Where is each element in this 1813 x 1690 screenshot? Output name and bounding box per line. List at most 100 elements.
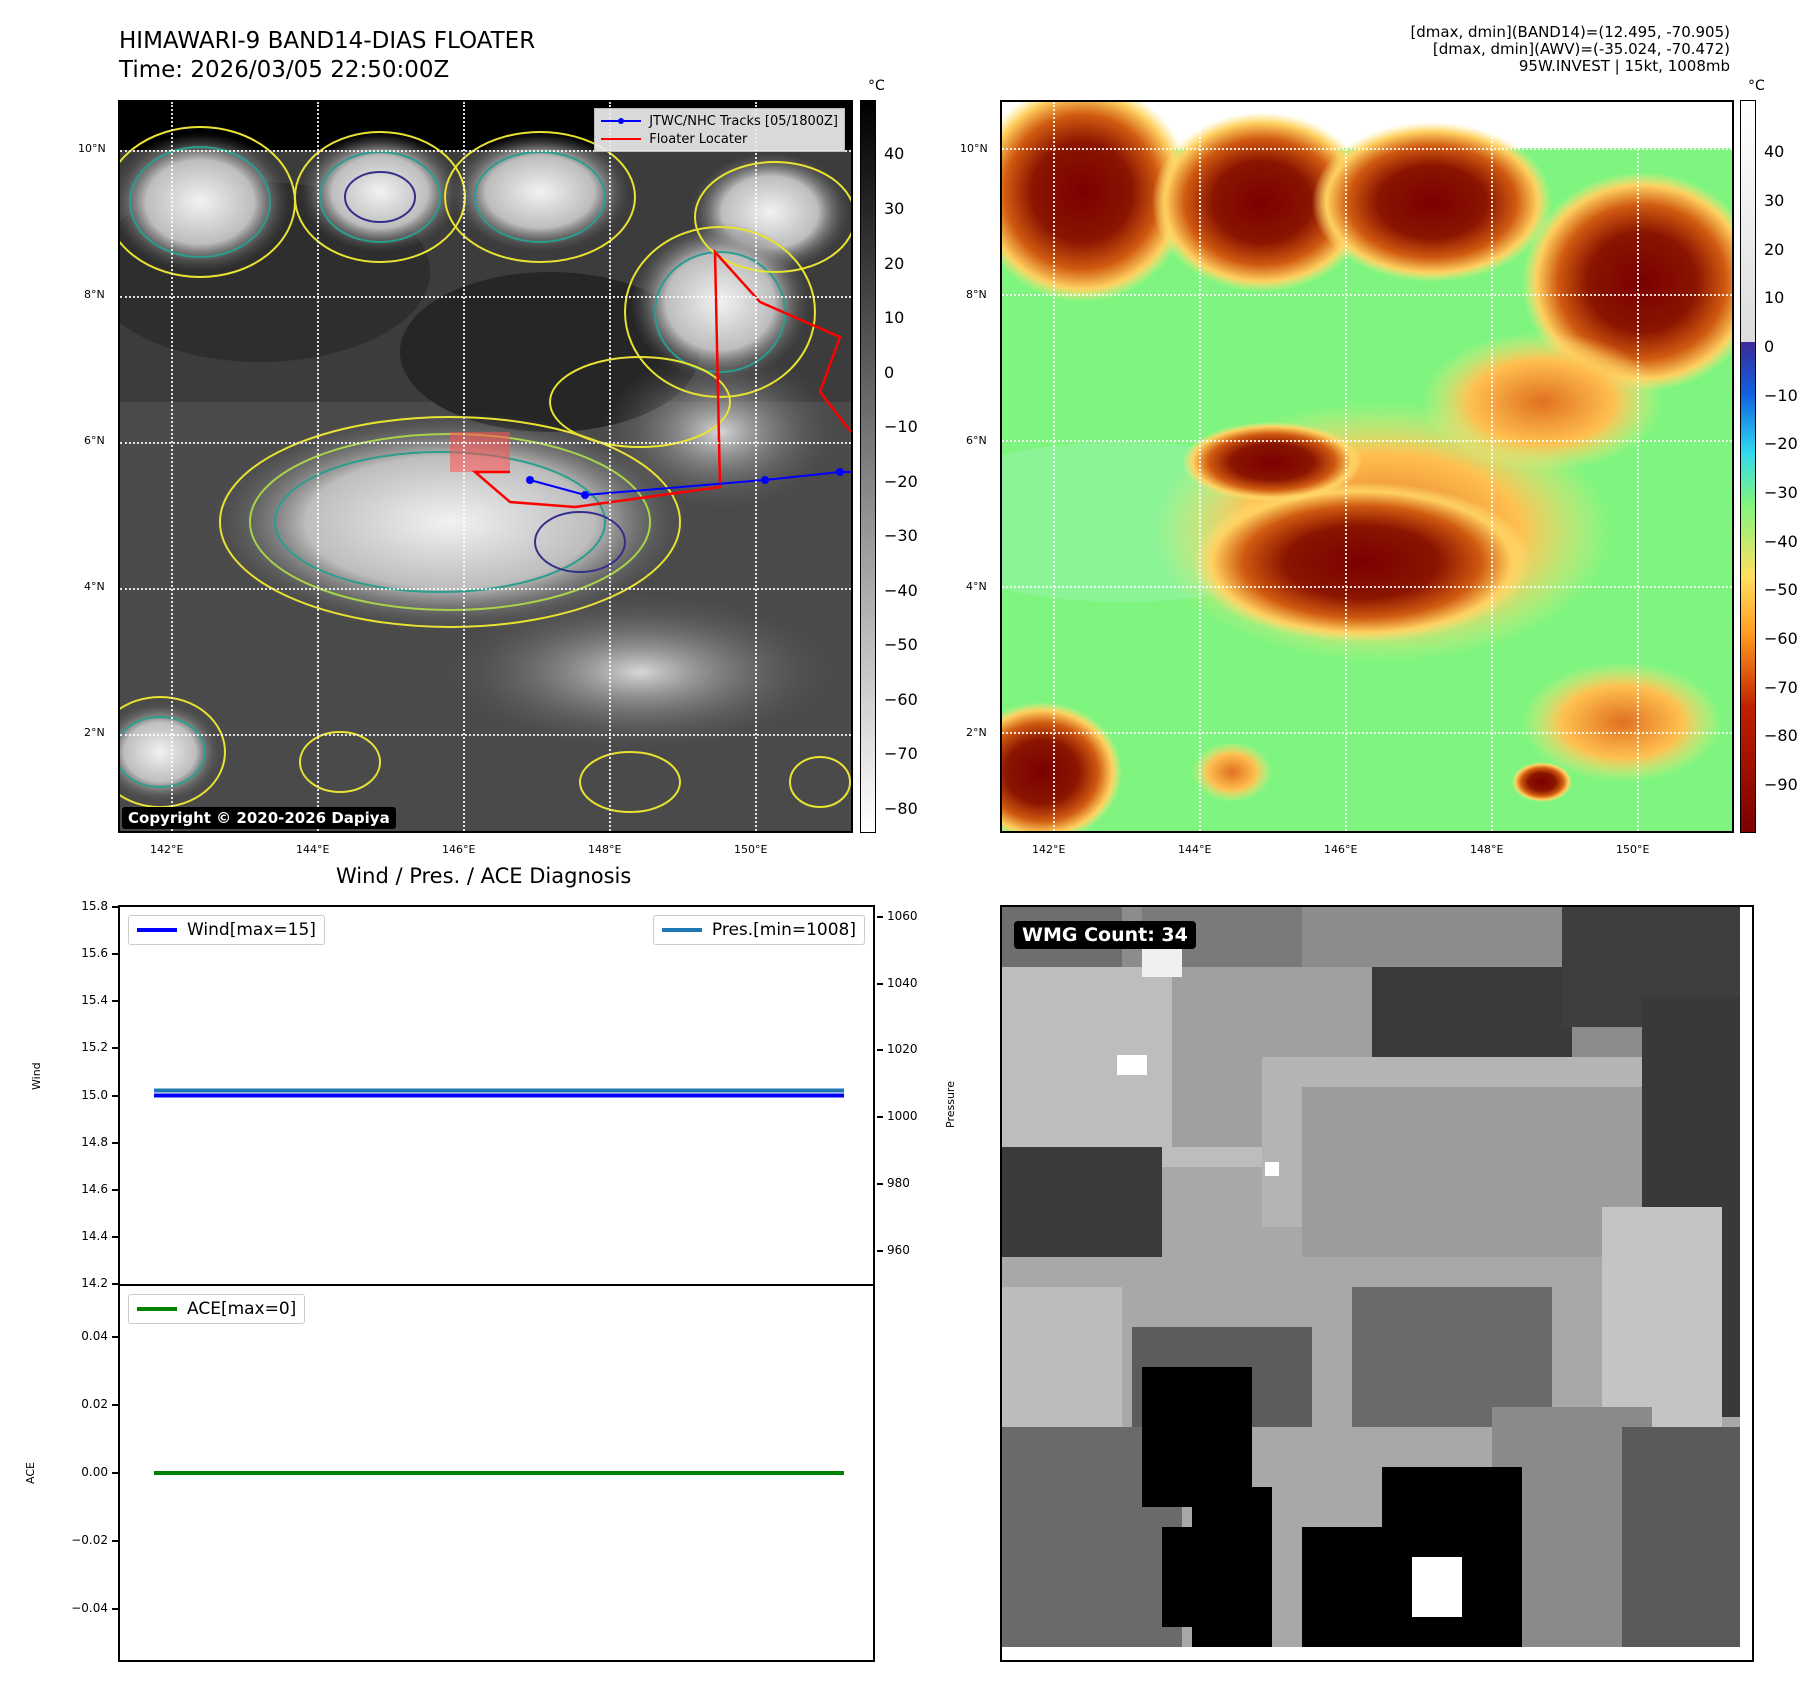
y-tick-label: 15.8 xyxy=(81,899,108,913)
wmg-panel: WMG Count: 34 xyxy=(1000,905,1754,1662)
title-line-1: HIMAWARI-9 BAND14-DIAS FLOATER xyxy=(119,28,536,54)
cb-left-tick: 20 xyxy=(884,254,905,273)
awv-map-image xyxy=(1002,102,1732,831)
cb-left-tick: −80 xyxy=(884,799,918,818)
y-tick-mark xyxy=(112,1235,118,1238)
floater-swatch xyxy=(601,138,642,140)
y-tick-mark xyxy=(877,1249,883,1252)
cb-left-tick: −10 xyxy=(884,417,918,436)
cb-left-tick: 0 xyxy=(884,363,895,382)
y-tick-label: 980 xyxy=(887,1175,910,1190)
y-tick-mark xyxy=(112,1404,118,1406)
cb-left-tick: −60 xyxy=(884,690,918,709)
y-tick-label: −0.02 xyxy=(71,1533,108,1547)
wmg-count-badge: WMG Count: 34 xyxy=(1014,921,1196,949)
y-tick-label: 0.04 xyxy=(81,1329,108,1343)
cb-left-tick: 40 xyxy=(884,144,905,163)
track-swatch xyxy=(601,118,642,124)
band14-map-panel: JTWC/NHC Tracks [05/1800Z] Floater Locat… xyxy=(118,100,853,833)
colorbar-right xyxy=(1740,100,1756,833)
y-tick-label: 1020 xyxy=(887,1042,918,1057)
cb-right-tick: 10 xyxy=(1764,288,1785,307)
lat-tick-6n: 6°N xyxy=(84,434,105,447)
ace-plot xyxy=(154,1471,844,1475)
y-tick-label: 0.00 xyxy=(81,1465,108,1479)
awv-lon-tick-148e: 148°E xyxy=(1470,843,1504,856)
lat-tick-8n: 8°N xyxy=(84,288,105,301)
y-tick-mark xyxy=(112,1608,118,1610)
colorbar-right-unit: °C xyxy=(1748,78,1765,94)
legend-floater-label: Floater Locater xyxy=(649,131,748,147)
pres-legend: Pres.[min=1008] xyxy=(652,915,865,945)
map-legend: JTWC/NHC Tracks [05/1800Z] Floater Locat… xyxy=(594,108,845,152)
cb-right-tick: 0 xyxy=(1764,337,1775,356)
ace-legend-label: ACE[max=0] xyxy=(187,1299,297,1319)
floater-locator-line xyxy=(471,248,851,509)
cb-right-tick: 30 xyxy=(1764,191,1785,210)
lon-tick-146e: 146°E xyxy=(442,843,476,856)
colorbar-left xyxy=(860,100,876,833)
y-tick-mark xyxy=(877,916,883,918)
y-tick-mark xyxy=(112,1047,118,1050)
y-tick-mark xyxy=(112,1141,118,1144)
wind-legend-label: Wind[max=15] xyxy=(187,920,316,940)
y-tick-mark xyxy=(112,1540,118,1542)
y-tick-label: 14.8 xyxy=(81,1134,108,1149)
diagnosis-title: Wind / Pres. / ACE Diagnosis xyxy=(336,864,632,888)
wind-swatch xyxy=(137,928,177,932)
lat-tick-4n: 4°N xyxy=(84,580,105,593)
cb-left-tick: −70 xyxy=(884,744,918,763)
y-tick-mark xyxy=(877,982,883,985)
cb-right-tick: −20 xyxy=(1764,434,1798,453)
wind-pres-plot xyxy=(154,1088,844,1098)
cb-right-tick: −40 xyxy=(1764,532,1798,551)
legend-track-label: JTWC/NHC Tracks [05/1800Z] xyxy=(649,113,838,129)
cb-right-tick: −70 xyxy=(1764,678,1798,697)
awv-lat-tick-8n: 8°N xyxy=(966,288,987,301)
copyright-badge: Copyright © 2020-2026 Dapiya xyxy=(122,807,396,829)
legend-item-track: JTWC/NHC Tracks [05/1800Z] xyxy=(601,112,838,130)
awv-lon-tick-146e: 146°E xyxy=(1324,843,1358,856)
y-tick-label: 14.6 xyxy=(81,1181,108,1196)
wind-pres-panel: Wind[max=15] Pres.[min=1008] xyxy=(118,905,875,1286)
cb-left-tick: 30 xyxy=(884,199,905,218)
ace-axis-label: ACE xyxy=(24,1462,37,1484)
title-line-2: Time: 2026/03/05 22:50:00Z xyxy=(119,57,450,83)
wind-axis-label: Wind xyxy=(30,1062,43,1090)
info-line-3: 95W.INVEST | 15kt, 1008mb xyxy=(1518,57,1730,75)
chart-title: HIMAWARI-9 BAND14-DIAS FLOATER Time: 202… xyxy=(119,27,535,85)
cb-left-tick: −40 xyxy=(884,581,918,600)
awv-map-panel xyxy=(1000,100,1734,833)
y-tick-mark xyxy=(112,906,118,908)
y-tick-mark xyxy=(112,953,118,956)
cb-right-tick: −50 xyxy=(1764,580,1798,599)
lon-tick-150e: 150°E xyxy=(734,843,768,856)
lat-tick-2n: 2°N xyxy=(84,726,105,739)
cb-right-tick: −10 xyxy=(1764,386,1798,405)
ace-swatch xyxy=(137,1307,177,1311)
awv-lat-tick-4n: 4°N xyxy=(966,580,987,593)
y-tick-label: 15.2 xyxy=(81,1040,108,1055)
cb-left-tick: −50 xyxy=(884,635,918,654)
wmg-image xyxy=(1002,907,1752,1660)
y-tick-label: 15.4 xyxy=(81,993,108,1008)
y-tick-label: −0.04 xyxy=(71,1601,108,1615)
y-tick-label: 1000 xyxy=(887,1109,918,1124)
awv-lat-tick-6n: 6°N xyxy=(966,434,987,447)
y-tick-mark xyxy=(877,1182,883,1185)
awv-lon-tick-150e: 150°E xyxy=(1616,843,1650,856)
info-line-2: [dmax, dmin](AWV)=(-35.024, -70.472) xyxy=(1432,40,1730,58)
info-block: [dmax, dmin](BAND14)=(12.495, -70.905) [… xyxy=(1410,24,1730,75)
awv-lat-tick-10n: 10°N xyxy=(960,142,988,155)
lon-tick-148e: 148°E xyxy=(588,843,622,856)
y-tick-mark xyxy=(877,1116,883,1119)
y-tick-label: 14.2 xyxy=(81,1276,108,1290)
lon-tick-144e: 144°E xyxy=(296,843,330,856)
y-tick-mark xyxy=(112,1336,118,1338)
cb-left-tick: 10 xyxy=(884,308,905,327)
cb-right-tick: −90 xyxy=(1764,775,1798,794)
band14-map-image xyxy=(120,102,851,831)
y-tick-mark xyxy=(112,1472,118,1474)
cb-right-tick: −60 xyxy=(1764,629,1798,648)
pres-legend-label: Pres.[min=1008] xyxy=(711,920,856,940)
